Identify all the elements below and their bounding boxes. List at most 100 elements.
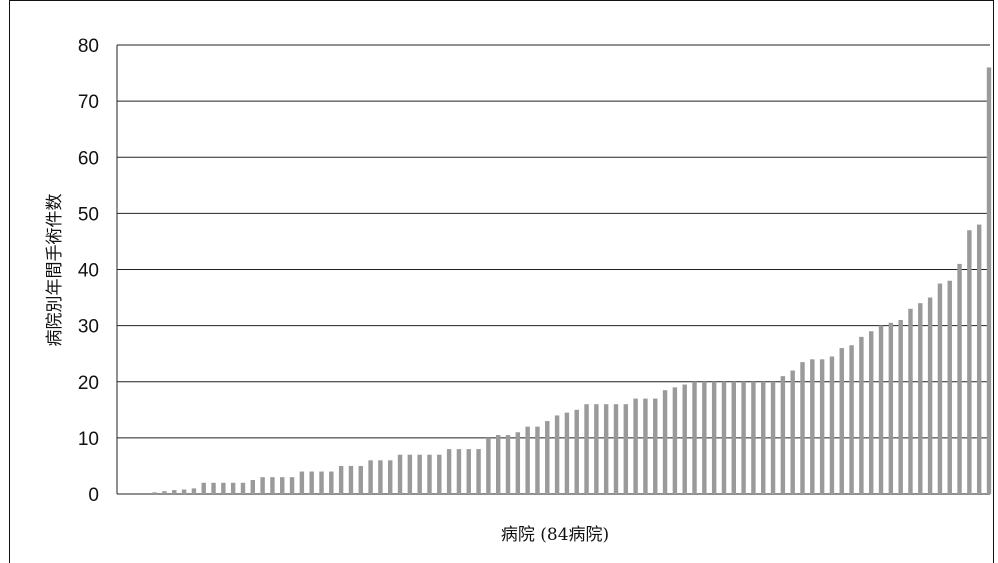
chart-frame xyxy=(9,0,994,563)
bar xyxy=(230,482,236,494)
bar xyxy=(240,482,246,494)
bar xyxy=(692,381,697,494)
bar xyxy=(927,297,933,494)
bar xyxy=(319,471,324,494)
bar xyxy=(388,460,393,494)
bar xyxy=(986,67,992,494)
bar xyxy=(564,412,570,494)
bar xyxy=(662,390,668,494)
bar xyxy=(976,224,982,494)
bar xyxy=(221,482,226,494)
y-tick-label: 30 xyxy=(78,317,99,338)
bar xyxy=(329,471,334,494)
bar xyxy=(309,471,314,494)
bar xyxy=(603,404,609,494)
bar xyxy=(918,303,923,494)
bar xyxy=(888,322,894,494)
bar xyxy=(829,356,835,494)
bar xyxy=(957,263,962,494)
bar xyxy=(348,465,354,494)
bar xyxy=(358,465,363,494)
bar xyxy=(731,381,736,494)
bar xyxy=(338,465,344,494)
bar xyxy=(908,308,913,494)
bar xyxy=(810,359,815,494)
bar xyxy=(594,404,599,494)
bar xyxy=(525,426,530,494)
bar xyxy=(250,479,255,494)
y-tick-label: 60 xyxy=(78,148,99,169)
bar xyxy=(741,381,746,494)
bar xyxy=(613,404,619,494)
bar xyxy=(417,454,422,494)
bar xyxy=(407,454,413,494)
bar xyxy=(682,384,687,494)
bar xyxy=(181,489,187,494)
bar xyxy=(172,490,177,494)
bar xyxy=(643,398,648,494)
y-tick-label: 70 xyxy=(78,92,99,113)
y-tick-label: 40 xyxy=(78,261,99,282)
y-tick-label: 20 xyxy=(78,373,99,394)
bar xyxy=(819,359,825,494)
bar xyxy=(967,230,972,494)
bar xyxy=(456,449,462,494)
bar xyxy=(574,409,579,494)
bar xyxy=(515,432,521,494)
bar xyxy=(702,381,707,494)
y-tick-label: 50 xyxy=(78,204,99,225)
bar xyxy=(623,404,629,494)
bar xyxy=(898,320,903,494)
bar xyxy=(201,482,206,494)
bar xyxy=(152,492,157,494)
bar xyxy=(790,370,795,494)
bar xyxy=(260,477,265,494)
bar xyxy=(486,437,491,495)
y-tick-label: 0 xyxy=(88,485,99,506)
bar xyxy=(849,345,854,494)
bar xyxy=(495,435,501,494)
bar xyxy=(839,348,844,494)
bar xyxy=(869,331,874,494)
bar xyxy=(672,387,678,494)
bar xyxy=(947,280,952,494)
bar xyxy=(397,454,403,494)
bar xyxy=(191,488,197,494)
bar xyxy=(368,460,373,494)
bar xyxy=(878,325,884,495)
bar xyxy=(427,454,432,494)
y-axis-label: 病院別年間手術件数 xyxy=(45,194,65,347)
bar xyxy=(800,362,805,494)
y-tick-label: 10 xyxy=(78,429,99,450)
y-axis: 0 10 20 30 40 50 60 70 80 xyxy=(78,36,118,506)
bar xyxy=(937,283,943,494)
bar xyxy=(780,376,786,494)
bars xyxy=(152,67,992,495)
bar xyxy=(280,477,285,494)
bar xyxy=(721,381,727,494)
bar xyxy=(378,460,383,494)
bar xyxy=(859,336,864,494)
bar xyxy=(633,398,638,494)
gridlines xyxy=(117,44,990,495)
x-axis-label: 病院 (84病院) xyxy=(501,525,609,545)
bar xyxy=(545,421,550,494)
bar xyxy=(535,426,540,494)
y-tick-label: 80 xyxy=(78,36,99,57)
bar xyxy=(476,449,481,494)
bar xyxy=(289,477,295,494)
bar xyxy=(270,477,275,494)
bar xyxy=(446,449,452,494)
bar xyxy=(711,381,717,494)
bar xyxy=(751,381,756,494)
bar xyxy=(554,415,560,494)
bar xyxy=(761,381,766,494)
bar xyxy=(770,381,776,494)
bar xyxy=(299,471,305,494)
bar xyxy=(466,449,471,494)
bar xyxy=(584,404,589,494)
bar xyxy=(211,482,216,494)
bar xyxy=(437,454,442,494)
bar xyxy=(505,435,511,494)
